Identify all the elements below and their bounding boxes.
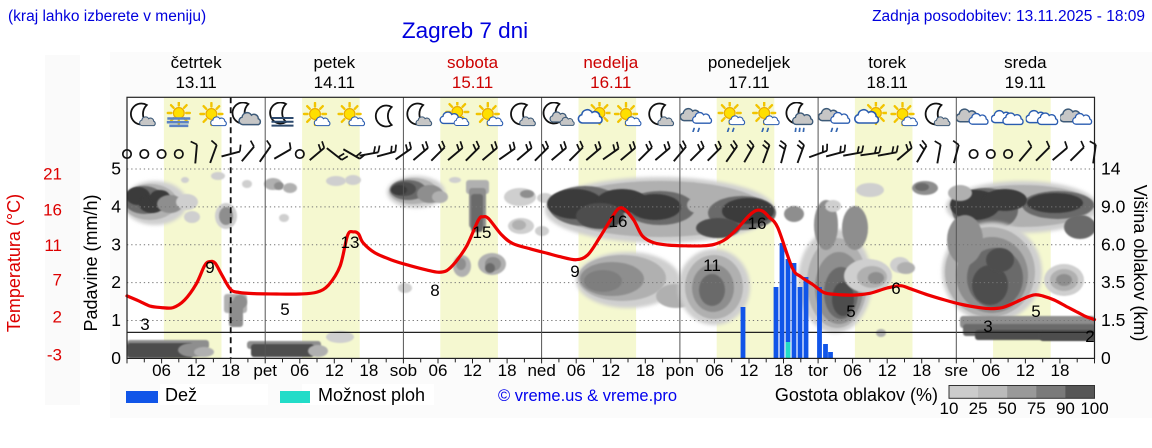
svg-text:9.0: 9.0 xyxy=(1101,196,1126,216)
svg-text:12: 12 xyxy=(740,361,759,380)
svg-text:torek: torek xyxy=(868,53,906,72)
svg-text:© vreme.us & vreme.pro: © vreme.us & vreme.pro xyxy=(498,387,677,405)
svg-text:Padavine (mm/h): Padavine (mm/h) xyxy=(81,194,101,331)
svg-text:13.11: 13.11 xyxy=(175,73,216,92)
svg-text:19.11: 19.11 xyxy=(1005,73,1046,92)
svg-text:100: 100 xyxy=(1080,399,1108,418)
svg-text:06: 06 xyxy=(981,361,1000,380)
svg-text:7: 7 xyxy=(53,271,62,290)
svg-text:5: 5 xyxy=(846,302,855,321)
svg-text:tor: tor xyxy=(808,361,828,380)
svg-text:18: 18 xyxy=(774,361,793,380)
svg-text:16: 16 xyxy=(748,214,767,233)
svg-text:Možnost ploh: Možnost ploh xyxy=(318,385,425,405)
svg-text:18: 18 xyxy=(498,361,517,380)
svg-text:5: 5 xyxy=(1031,302,1040,321)
svg-text:9: 9 xyxy=(570,262,579,281)
svg-text:12: 12 xyxy=(325,361,344,380)
svg-text:Višina oblakov (km): Višina oblakov (km) xyxy=(1130,185,1150,342)
svg-text:11: 11 xyxy=(44,236,62,255)
svg-text:3: 3 xyxy=(140,315,149,334)
svg-text:06: 06 xyxy=(567,361,586,380)
svg-text:0: 0 xyxy=(111,348,121,368)
svg-text:8: 8 xyxy=(430,281,439,300)
svg-text:9: 9 xyxy=(205,258,214,277)
svg-text:15: 15 xyxy=(473,223,492,242)
svg-text:18: 18 xyxy=(636,361,655,380)
svg-text:25: 25 xyxy=(969,399,988,418)
svg-text:12: 12 xyxy=(878,361,897,380)
svg-text:16.11: 16.11 xyxy=(590,73,631,92)
svg-text:06: 06 xyxy=(705,361,724,380)
svg-text:pet: pet xyxy=(253,361,277,380)
svg-text:18: 18 xyxy=(359,361,378,380)
svg-text:ned: ned xyxy=(527,361,555,380)
svg-text:13: 13 xyxy=(341,233,360,252)
svg-text:15.11: 15.11 xyxy=(452,73,493,92)
svg-text:1.5: 1.5 xyxy=(1101,310,1125,330)
svg-text:2: 2 xyxy=(111,272,121,292)
svg-text:14: 14 xyxy=(1101,159,1121,179)
svg-text:4: 4 xyxy=(111,196,121,216)
svg-text:Zadnja posodobitev: 13.11.2025: Zadnja posodobitev: 13.11.2025 - 18:09 xyxy=(872,8,1145,25)
svg-text:3: 3 xyxy=(111,234,121,254)
svg-text:Gostota oblakov (%): Gostota oblakov (%) xyxy=(775,385,938,405)
svg-text:12: 12 xyxy=(601,361,620,380)
svg-text:petek: petek xyxy=(314,53,356,72)
svg-text:16: 16 xyxy=(43,201,62,220)
svg-text:(kraj lahko izberete v meniju): (kraj lahko izberete v meniju) xyxy=(8,8,206,25)
svg-text:06: 06 xyxy=(429,361,448,380)
svg-text:-3: -3 xyxy=(47,346,62,365)
svg-text:Temperatura (°C): Temperatura (°C) xyxy=(4,194,24,332)
svg-text:90: 90 xyxy=(1056,399,1075,418)
svg-text:18: 18 xyxy=(912,361,931,380)
svg-text:21: 21 xyxy=(43,165,62,184)
svg-text:Zagreb 7 dni: Zagreb 7 dni xyxy=(402,18,528,43)
svg-text:06: 06 xyxy=(843,361,862,380)
svg-text:11: 11 xyxy=(703,256,721,275)
svg-text:2: 2 xyxy=(1085,327,1094,346)
svg-text:75: 75 xyxy=(1027,399,1046,418)
svg-text:nedelja: nedelja xyxy=(583,53,638,72)
svg-text:5: 5 xyxy=(111,159,121,179)
svg-text:Dež: Dež xyxy=(165,385,197,405)
svg-text:06: 06 xyxy=(290,361,309,380)
svg-text:5: 5 xyxy=(280,300,289,319)
svg-text:3.5: 3.5 xyxy=(1101,272,1125,292)
svg-text:18.11: 18.11 xyxy=(867,73,908,92)
svg-text:6.0: 6.0 xyxy=(1101,234,1126,254)
svg-text:17.11: 17.11 xyxy=(728,73,769,92)
svg-text:50: 50 xyxy=(998,399,1017,418)
svg-text:ponedeljek: ponedeljek xyxy=(708,53,791,72)
svg-text:sre: sre xyxy=(944,361,968,380)
svg-text:četrtek: četrtek xyxy=(171,53,223,72)
svg-text:12: 12 xyxy=(187,361,206,380)
svg-text:06: 06 xyxy=(152,361,171,380)
svg-text:1: 1 xyxy=(111,310,121,330)
svg-text:12: 12 xyxy=(463,361,482,380)
svg-text:14.11: 14.11 xyxy=(314,73,355,92)
svg-text:sob: sob xyxy=(390,361,417,380)
svg-text:sreda: sreda xyxy=(1004,53,1047,72)
svg-text:12: 12 xyxy=(1016,361,1035,380)
svg-text:sobota: sobota xyxy=(447,53,499,72)
svg-text:2: 2 xyxy=(53,308,62,327)
svg-text:10: 10 xyxy=(940,399,959,418)
svg-text:16: 16 xyxy=(609,212,628,231)
svg-text:18: 18 xyxy=(1050,361,1069,380)
svg-text:pon: pon xyxy=(666,361,694,380)
svg-text:6: 6 xyxy=(891,279,900,298)
svg-text:0: 0 xyxy=(1101,348,1111,368)
svg-text:18: 18 xyxy=(221,361,240,380)
svg-text:3: 3 xyxy=(983,317,992,336)
